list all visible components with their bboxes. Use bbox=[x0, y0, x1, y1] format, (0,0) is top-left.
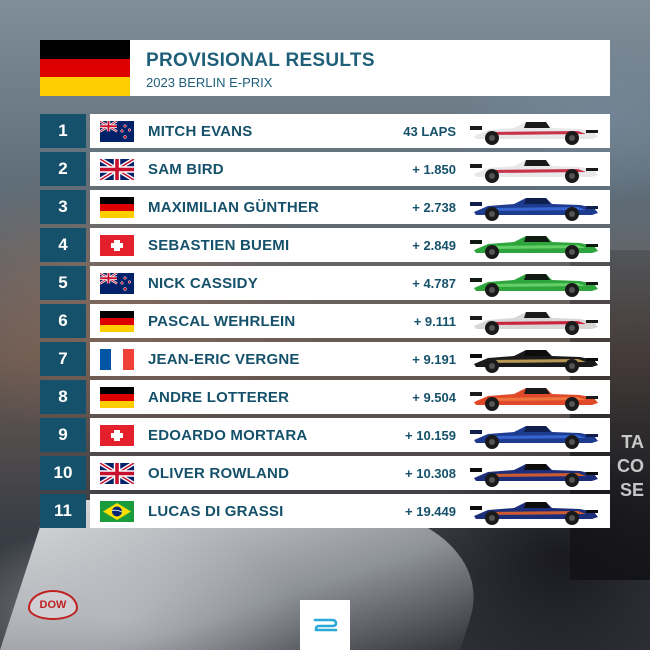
result-row: 3 MAXIMILIAN GÜNTHER + 2.738 bbox=[40, 190, 610, 224]
position-number: 11 bbox=[40, 494, 86, 528]
driver-cell: EDOARDO MORTARA + 10.159 bbox=[90, 418, 610, 452]
time-gap: + 9.504 bbox=[412, 389, 456, 405]
driver-name: OLIVER ROWLAND bbox=[148, 464, 290, 482]
driver-cell: LUCAS DI GRASSI + 19.449 bbox=[90, 494, 610, 528]
driver-name: SEBASTIEN BUEMI bbox=[148, 236, 290, 254]
result-row: 9 EDOARDO MORTARA + 10.159 bbox=[40, 418, 610, 452]
driver-name: MITCH EVANS bbox=[148, 122, 253, 140]
time-gap: + 2.738 bbox=[412, 199, 456, 215]
driver-name: JEAN-ERIC VERGNE bbox=[148, 350, 300, 368]
driver-cell: MAXIMILIAN GÜNTHER + 2.738 bbox=[90, 190, 610, 224]
position-number: 2 bbox=[40, 152, 86, 186]
time-gap: + 10.308 bbox=[405, 465, 456, 481]
position-number: 7 bbox=[40, 342, 86, 376]
background-sponsor-logo: DOW bbox=[28, 590, 78, 620]
position-number: 10 bbox=[40, 456, 86, 490]
result-row: 10 OLIVER ROWLAND + 10.308 bbox=[40, 456, 610, 490]
driver-cell: OLIVER ROWLAND + 10.308 bbox=[90, 456, 610, 490]
time-gap: + 1.850 bbox=[412, 161, 456, 177]
driver-name: SAM BIRD bbox=[148, 160, 224, 178]
race-car-image bbox=[470, 350, 598, 373]
driver-cell: ANDRE LOTTERER + 9.504 bbox=[90, 380, 610, 414]
switzerland-flag-icon bbox=[100, 424, 134, 446]
position-number: 3 bbox=[40, 190, 86, 224]
position-number: 4 bbox=[40, 228, 86, 262]
new-zealand-flag-icon bbox=[100, 120, 134, 142]
race-car-image bbox=[470, 312, 598, 335]
result-row: 1 MITCH EVANS 43 LAPS bbox=[40, 114, 610, 148]
driver-name: PASCAL WEHRLEIN bbox=[148, 312, 296, 330]
germany-flag-icon bbox=[100, 386, 134, 408]
result-row: 6 PASCAL WEHRLEIN + 9.111 bbox=[40, 304, 610, 338]
background-sponsor-text: TA CO SE bbox=[617, 432, 644, 500]
time-gap: 43 LAPS bbox=[403, 123, 456, 139]
time-gap: + 19.449 bbox=[405, 503, 456, 519]
position-number: 9 bbox=[40, 418, 86, 452]
result-row: 4 SEBASTIEN BUEMI + 2.849 bbox=[40, 228, 610, 262]
race-car-image bbox=[470, 464, 598, 487]
driver-cell: SEBASTIEN BUEMI + 2.849 bbox=[90, 228, 610, 262]
race-car-image bbox=[470, 236, 598, 259]
race-car-image bbox=[470, 160, 598, 183]
germany-flag-icon bbox=[40, 40, 130, 97]
page-title: PROVISIONAL RESULTS bbox=[146, 50, 375, 71]
france-flag-icon bbox=[100, 348, 134, 370]
time-gap: + 9.191 bbox=[412, 351, 456, 367]
driver-name: MAXIMILIAN GÜNTHER bbox=[148, 198, 320, 216]
new-zealand-flag-icon bbox=[100, 272, 134, 294]
driver-name: ANDRE LOTTERER bbox=[148, 388, 290, 406]
results-table: 1 MITCH EVANS 43 LAPS 2 SAM BIRD + 1.850 3 MAXI… bbox=[40, 114, 610, 532]
event-subtitle: 2023 BERLIN E-PRIX bbox=[146, 75, 273, 90]
position-number: 6 bbox=[40, 304, 86, 338]
driver-name: LUCAS DI GRASSI bbox=[148, 502, 284, 520]
uk-flag-icon bbox=[100, 158, 134, 180]
position-number: 1 bbox=[40, 114, 86, 148]
driver-name: EDOARDO MORTARA bbox=[148, 426, 308, 444]
race-car-image bbox=[470, 388, 598, 411]
race-car-image bbox=[470, 426, 598, 449]
result-row: 11 LUCAS DI GRASSI + 19.449 bbox=[40, 494, 610, 528]
formula-e-logo-icon bbox=[300, 600, 350, 650]
result-row: 8 ANDRE LOTTERER + 9.504 bbox=[40, 380, 610, 414]
time-gap: + 4.787 bbox=[412, 275, 456, 291]
result-row: 7 JEAN-ERIC VERGNE + 9.191 bbox=[40, 342, 610, 376]
result-row: 2 SAM BIRD + 1.850 bbox=[40, 152, 610, 186]
position-number: 8 bbox=[40, 380, 86, 414]
driver-cell: NICK CASSIDY + 4.787 bbox=[90, 266, 610, 300]
driver-cell: PASCAL WEHRLEIN + 9.111 bbox=[90, 304, 610, 338]
position-number: 5 bbox=[40, 266, 86, 300]
time-gap: + 10.159 bbox=[405, 427, 456, 443]
result-row: 5 NICK CASSIDY + 4.787 bbox=[40, 266, 610, 300]
time-gap: + 2.849 bbox=[412, 237, 456, 253]
driver-name: NICK CASSIDY bbox=[148, 274, 258, 292]
race-car-image bbox=[470, 198, 598, 221]
time-gap: + 9.111 bbox=[413, 313, 456, 329]
germany-flag-icon bbox=[100, 310, 134, 332]
uk-flag-icon bbox=[100, 462, 134, 484]
switzerland-flag-icon bbox=[100, 234, 134, 256]
race-car-image bbox=[470, 502, 598, 525]
race-car-image bbox=[470, 122, 598, 145]
germany-flag-icon bbox=[100, 196, 134, 218]
results-header: PROVISIONAL RESULTS 2023 BERLIN E-PRIX bbox=[40, 40, 610, 97]
driver-cell: SAM BIRD + 1.850 bbox=[90, 152, 610, 186]
driver-cell: JEAN-ERIC VERGNE + 9.191 bbox=[90, 342, 610, 376]
brazil-flag-icon bbox=[100, 500, 134, 522]
driver-cell: MITCH EVANS 43 LAPS bbox=[90, 114, 610, 148]
race-car-image bbox=[470, 274, 598, 297]
